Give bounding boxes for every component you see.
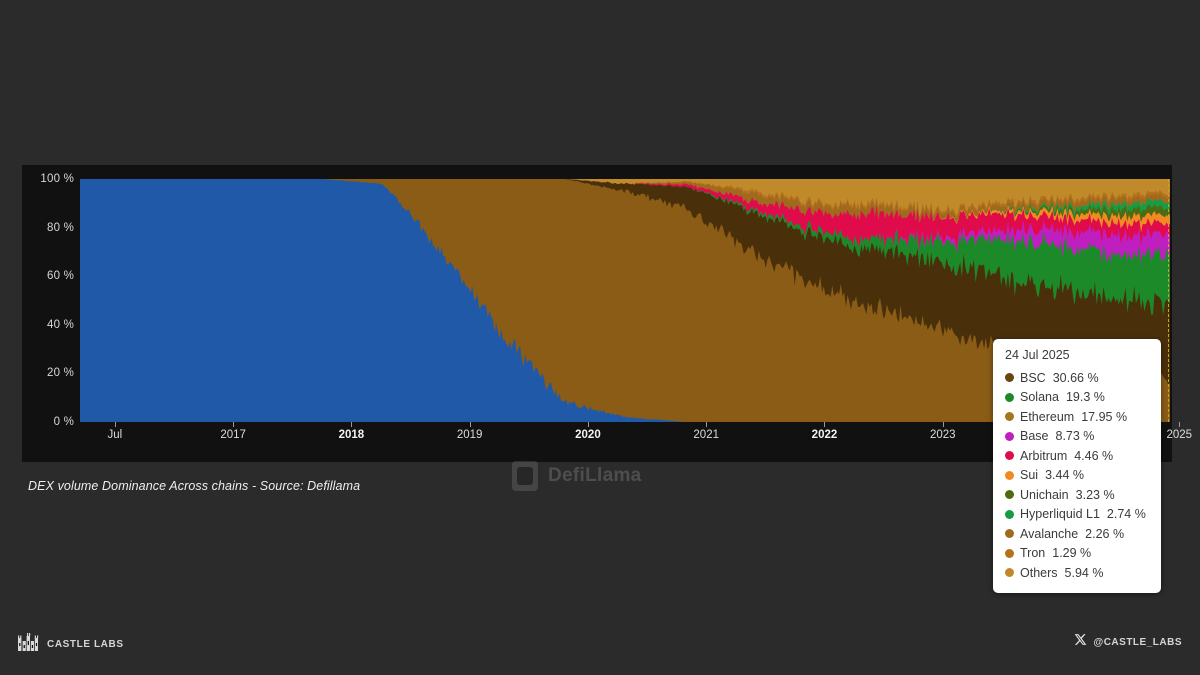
footer-brand: CASTLE LABS <box>17 632 124 657</box>
stacked-area-chart <box>80 179 1170 422</box>
series-color-dot-icon <box>1005 412 1014 422</box>
x-axis-tick-mark <box>824 422 826 427</box>
tooltip-series-name: Hyperliquid L1 <box>1020 507 1100 522</box>
x-axis-tick-mark <box>469 422 471 427</box>
social-handle: @CASTLE_LABS <box>1093 636 1182 648</box>
tooltip-row: Base 8.73 % <box>1005 427 1149 447</box>
area-series <box>80 179 1170 422</box>
x-twitter-icon <box>1074 633 1087 651</box>
crosshair-line <box>1168 179 1169 422</box>
tooltip-row: Ethereum 17.95 % <box>1005 407 1149 427</box>
chart-tooltip: 24 Jul 2025 BSC 30.66 % Solana 19.3 % Ethere… <box>993 339 1161 593</box>
tooltip-series-name: Avalanche <box>1020 526 1079 541</box>
chart-caption: DEX volume Dominance Across chains - Sou… <box>28 479 361 493</box>
series-color-dot-icon <box>1005 392 1014 402</box>
x-axis-tick-label: 2017 <box>220 429 246 441</box>
series-color-dot-icon <box>1005 490 1014 500</box>
plot-area[interactable] <box>80 179 1170 422</box>
y-axis-tick-label: 20 % <box>46 367 74 380</box>
series-color-dot-icon <box>1005 470 1014 480</box>
tooltip-series-value: 17.95 % <box>1081 409 1128 424</box>
x-axis-tick-label: Jul <box>107 429 123 441</box>
x-axis-tick-label: 2023 <box>929 429 956 441</box>
tooltip-series-name: Tron <box>1020 546 1046 561</box>
x-axis-tick-mark <box>1179 422 1181 427</box>
x-axis-tick-label: 2019 <box>456 429 483 441</box>
series-color-dot-icon <box>1005 509 1014 519</box>
y-axis-tick-label: 100 % <box>40 173 74 185</box>
tooltip-row: Unichain 3.23 % <box>1005 485 1149 505</box>
tooltip-series-name: Base <box>1020 429 1049 444</box>
x-axis-tick-mark <box>233 422 235 427</box>
tooltip-row: Tron 1.29 % <box>1005 544 1149 564</box>
x-axis-tick-label: 2025 <box>1166 429 1193 441</box>
x-axis-tick-mark <box>587 422 589 427</box>
tooltip-series-name: Solana <box>1020 390 1059 405</box>
tooltip-date: 24 Jul 2025 <box>1005 348 1070 362</box>
y-axis-tick-label: 80 % <box>46 221 74 234</box>
tooltip-series-value: 8.73 % <box>1055 429 1095 444</box>
tooltip-row: BSC 30.66 % <box>1005 368 1149 388</box>
tooltip-series-name: BSC <box>1020 370 1046 385</box>
y-axis-tick-label: 40 % <box>46 318 74 331</box>
x-axis-tick-mark <box>351 422 353 427</box>
y-axis-tick-label: 0 % <box>53 416 74 428</box>
tooltip-series-name: Sui <box>1020 468 1039 483</box>
tooltip-series-value: 1.29 % <box>1052 546 1092 561</box>
tooltip-series-value: 4.46 % <box>1074 448 1114 463</box>
tooltip-series-name: Unichain <box>1020 487 1069 502</box>
tooltip-row: Sui 3.44 % <box>1005 466 1149 486</box>
y-axis: 100 % 80 % 60 % 40 % 20 % 0 % <box>22 165 80 462</box>
tooltip-series-value: 30.66 % <box>1052 370 1099 385</box>
tooltip-series-value: 3.23 % <box>1075 487 1115 502</box>
tooltip-row: Avalanche 2.26 % <box>1005 524 1149 544</box>
x-axis-tick-mark <box>706 422 708 427</box>
tooltip-series-list: BSC 30.66 % Solana 19.3 % Ethereum 17.95 % Bas… <box>1005 368 1149 583</box>
series-color-dot-icon <box>1005 451 1014 461</box>
series-color-dot-icon <box>1005 548 1014 558</box>
x-axis-tick-label: 2018 <box>338 429 365 441</box>
llama-icon <box>512 461 538 491</box>
y-axis-tick-label: 60 % <box>46 270 74 283</box>
tooltip-row: Hyperliquid L1 2.74 % <box>1005 505 1149 525</box>
tooltip-series-name: Ethereum <box>1020 409 1075 424</box>
brand-label: CASTLE LABS <box>47 639 124 650</box>
tooltip-series-value: 2.26 % <box>1085 526 1125 541</box>
defillama-watermark: DefiLlama <box>512 461 642 491</box>
series-color-dot-icon <box>1005 431 1014 441</box>
series-color-dot-icon <box>1005 373 1014 383</box>
tooltip-series-name: Others <box>1020 565 1058 580</box>
castle-icon <box>17 632 39 657</box>
tooltip-series-value: 19.3 % <box>1065 390 1105 405</box>
series-color-dot-icon <box>1005 529 1014 539</box>
watermark-label: DefiLlama <box>548 465 642 486</box>
tooltip-series-value: 3.44 % <box>1045 468 1084 483</box>
tooltip-row: Others 5.94 % <box>1005 563 1149 583</box>
x-axis-tick-label: 2022 <box>811 429 838 441</box>
x-axis-tick-label: 2021 <box>693 429 719 441</box>
tooltip-series-value: 5.94 % <box>1064 565 1104 580</box>
tooltip-row: Arbitrum 4.46 % <box>1005 446 1149 466</box>
chart-panel: 100 % 80 % 60 % 40 % 20 % 0 % DefiLlama Jul 20… <box>22 165 1192 593</box>
tooltip-series-name: Arbitrum <box>1020 448 1068 463</box>
x-axis-tick-mark <box>942 422 944 427</box>
series-color-dot-icon <box>1005 568 1014 578</box>
tooltip-row: Solana 19.3 % <box>1005 388 1149 408</box>
footer-social[interactable]: @CASTLE_LABS <box>1074 633 1182 651</box>
x-axis-tick-label: 2020 <box>575 429 601 441</box>
x-axis-tick-mark <box>114 422 116 427</box>
tooltip-series-value: 2.74 % <box>1106 507 1146 522</box>
